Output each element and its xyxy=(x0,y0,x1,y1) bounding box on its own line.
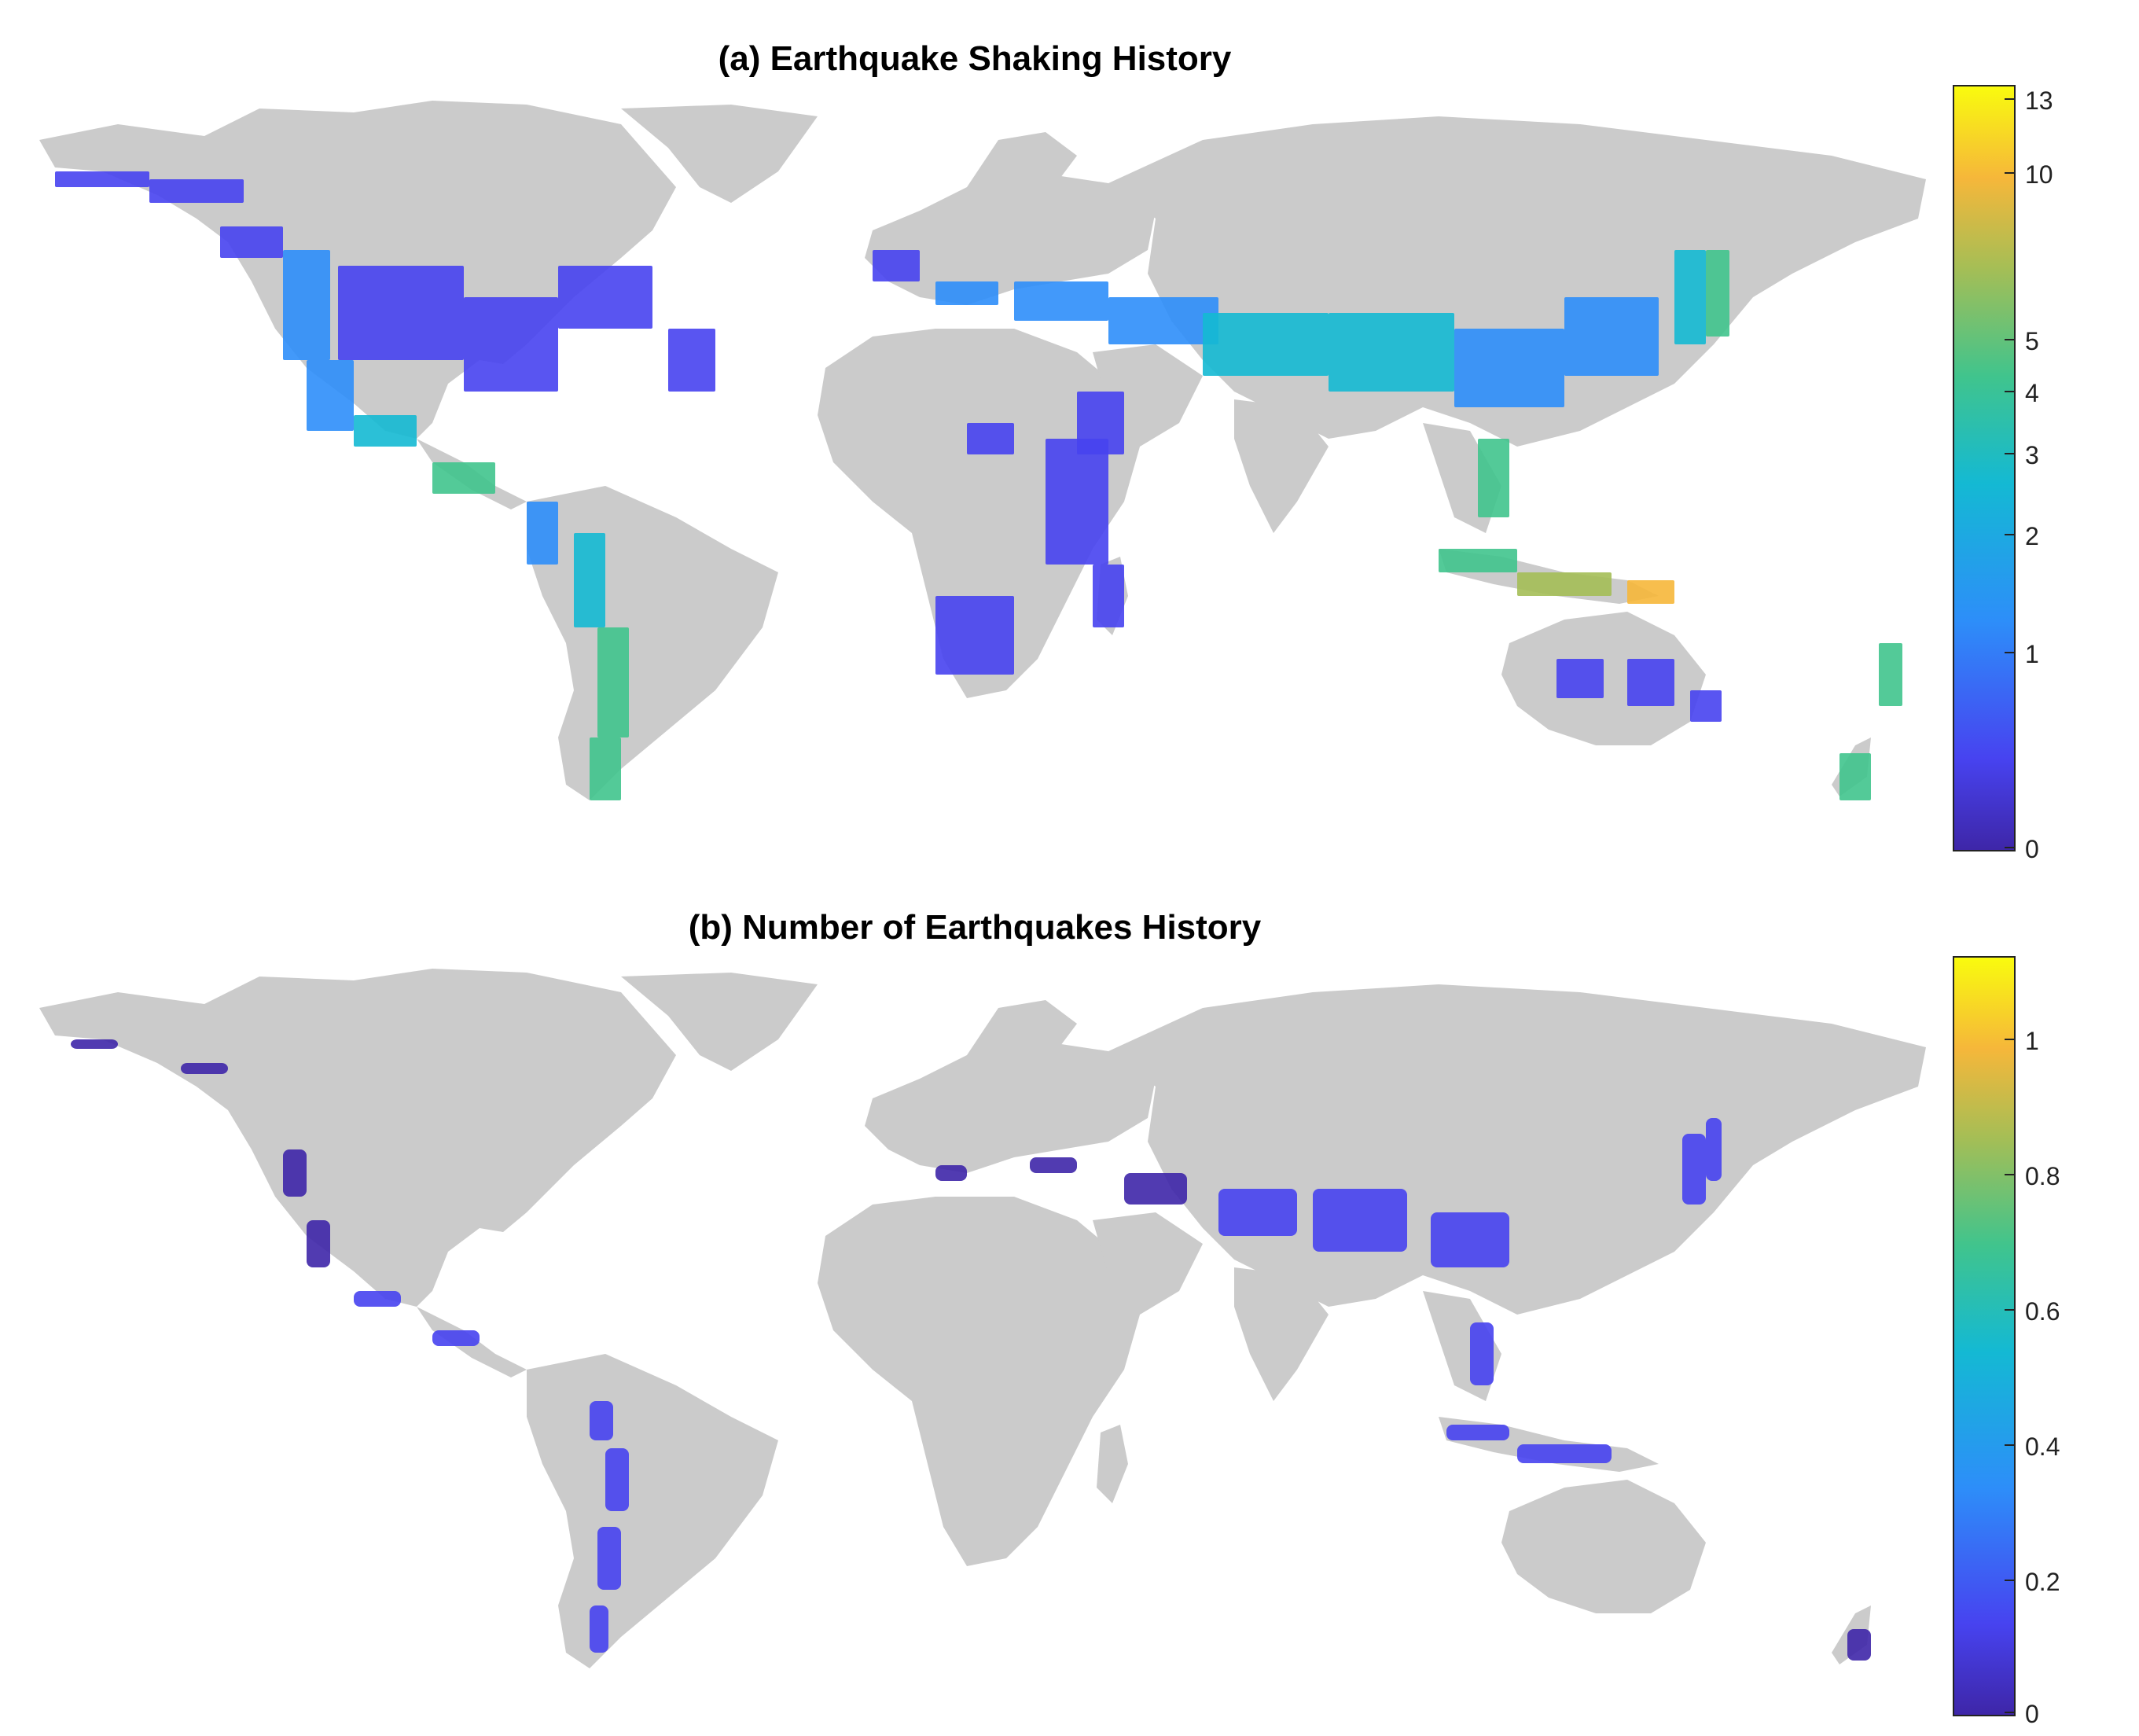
hazard-cell xyxy=(1203,313,1329,376)
hazard-cell xyxy=(597,1527,621,1590)
landmass-india xyxy=(1234,1267,1329,1401)
colorbar-gradient xyxy=(1954,86,2014,850)
hazard-cell xyxy=(967,423,1014,454)
hazard-cell xyxy=(935,281,998,305)
hazard-cell xyxy=(149,179,244,203)
hazard-cell xyxy=(1108,297,1218,344)
hazard-cell xyxy=(1556,659,1604,698)
landmass-greenland xyxy=(621,105,818,203)
hazard-cell xyxy=(1517,1444,1612,1463)
hazard-cell xyxy=(354,415,417,447)
hazard-cell xyxy=(590,1401,613,1440)
hazard-cell xyxy=(1706,250,1729,337)
hazard-cell xyxy=(935,596,1014,675)
hazard-cell xyxy=(55,171,149,187)
hazard-cell xyxy=(220,226,283,258)
hazard-cell xyxy=(1014,281,1108,321)
hazard-cell xyxy=(1847,1629,1871,1661)
hazard-cell xyxy=(1124,1173,1187,1205)
hazard-cell xyxy=(1674,250,1706,344)
landmass-africa xyxy=(818,1197,1140,1566)
shaking-history-map xyxy=(39,101,1926,800)
landmass-india xyxy=(1234,399,1329,533)
hazard-cell xyxy=(283,250,330,360)
hazard-cell xyxy=(935,1165,967,1181)
landmass-europe xyxy=(865,171,1156,305)
hazard-cell xyxy=(668,329,715,392)
hazard-cell xyxy=(1627,580,1674,604)
shaking-intensity-overlay xyxy=(55,171,1902,800)
world-landmass xyxy=(39,969,1926,1668)
hazard-cell xyxy=(1431,1212,1509,1267)
hazard-cell xyxy=(432,462,495,494)
landmass-scandinavia xyxy=(967,132,1077,211)
hazard-cell xyxy=(1690,690,1722,722)
hazard-cell xyxy=(1470,1322,1494,1385)
hazard-cell xyxy=(1329,313,1454,392)
hazard-cell xyxy=(181,1063,228,1074)
hazard-cell xyxy=(1839,753,1871,800)
hazard-cell xyxy=(1030,1157,1077,1173)
hazard-cell xyxy=(1564,297,1659,376)
hazard-cell xyxy=(1439,549,1517,572)
hazard-cell xyxy=(432,1330,480,1346)
landmass-arabia xyxy=(1093,1212,1203,1315)
hazard-cell xyxy=(307,1220,330,1267)
hazard-cell xyxy=(590,1605,608,1653)
hazard-cell xyxy=(1093,565,1124,627)
earthquake-count-map xyxy=(39,969,1926,1668)
hazard-cell xyxy=(1706,1118,1722,1181)
colorbar-gradient xyxy=(1954,958,2014,1715)
hazard-cell xyxy=(558,266,652,329)
landmass-south-america xyxy=(527,486,778,800)
hazard-cell xyxy=(574,533,605,627)
hazard-cell xyxy=(1879,643,1902,706)
landmass-europe xyxy=(865,1039,1156,1173)
pga-colorbar xyxy=(1953,85,2016,851)
landmass-madagascar xyxy=(1097,1425,1128,1503)
hazard-cell xyxy=(1446,1425,1509,1440)
panel-a-title: (a) Earthquake Shaking History xyxy=(718,39,1232,78)
landmass-australia xyxy=(1501,1480,1706,1613)
event-count-colorbar xyxy=(1953,956,2016,1716)
hazard-cell xyxy=(873,250,920,281)
hazard-cell xyxy=(1218,1189,1297,1236)
landmass-north-america xyxy=(39,969,676,1307)
hazard-cell xyxy=(1046,439,1108,565)
hazard-cell xyxy=(307,360,354,431)
hazard-cell xyxy=(71,1039,118,1049)
landmass-asia xyxy=(1108,984,1926,1315)
hazard-cell xyxy=(527,502,558,565)
hazard-cell xyxy=(1517,572,1612,596)
landmass-scandinavia xyxy=(967,1000,1077,1079)
panel-b-title: (b) Number of Earthquakes History xyxy=(688,908,1262,947)
landmass-south-america xyxy=(527,1354,778,1668)
landmass-africa xyxy=(818,329,1140,698)
hazard-cell xyxy=(605,1448,629,1511)
hazard-cell xyxy=(1627,659,1674,706)
hazard-cell xyxy=(590,737,621,800)
hazard-cell xyxy=(1454,329,1564,407)
hazard-cell xyxy=(354,1291,401,1307)
event-count-overlay xyxy=(71,1039,1871,1661)
landmass-greenland xyxy=(621,973,818,1071)
hazard-cell xyxy=(464,297,558,392)
hazard-cell xyxy=(597,627,629,737)
hazard-cell xyxy=(1478,439,1509,517)
hazard-cell xyxy=(338,266,464,360)
hazard-cell xyxy=(1313,1189,1407,1252)
hazard-cell xyxy=(283,1149,307,1197)
hazard-cell xyxy=(1682,1134,1706,1205)
